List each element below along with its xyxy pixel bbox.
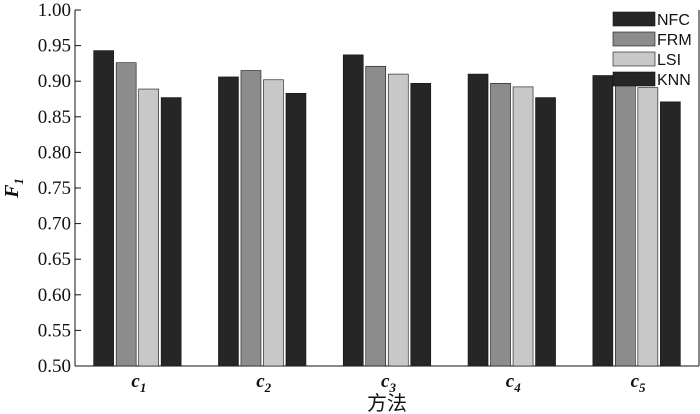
bar-nfc-c1 bbox=[93, 50, 114, 367]
bar-knn-c3 bbox=[410, 83, 432, 367]
legend: NFC FRM LSI KNN bbox=[612, 11, 692, 89]
legend-label-nfc: NFC bbox=[657, 12, 690, 29]
y-tick-label: 0.90 bbox=[38, 71, 71, 92]
bar-frm-c2 bbox=[240, 70, 262, 367]
bar-lsi-c3 bbox=[387, 73, 409, 367]
bar-lsi-c1 bbox=[138, 88, 159, 367]
axis-labels: 0.50 0.55 0.60 0.65 0.70 0.75 0.80 0.85 0.90 0.95… bbox=[1, 0, 646, 414]
y-tick-label: 0.55 bbox=[38, 320, 71, 341]
bar-knn-c1 bbox=[160, 97, 182, 367]
bars bbox=[93, 50, 681, 367]
y-tick-label: 0.70 bbox=[38, 214, 71, 235]
legend-swatch-frm bbox=[612, 31, 656, 47]
x-tick-label: c5 bbox=[631, 371, 646, 395]
bar-frm-c4 bbox=[490, 83, 511, 367]
x-tick-label: c2 bbox=[256, 371, 271, 395]
bar-frm-c5 bbox=[615, 82, 636, 367]
legend-swatch-knn bbox=[612, 71, 656, 87]
bar-lsi-c4 bbox=[512, 86, 534, 367]
y-tick-label: 0.50 bbox=[38, 356, 71, 377]
y-tick-label: 0.95 bbox=[38, 36, 71, 57]
bar-nfc-c4 bbox=[467, 73, 489, 367]
bar-frm-c1 bbox=[115, 62, 137, 367]
y-tick-label: 1.00 bbox=[38, 0, 71, 21]
y-tick-label: 0.85 bbox=[38, 107, 71, 128]
x-tick-label: c4 bbox=[506, 371, 521, 395]
legend-label-frm: FRM bbox=[657, 32, 692, 49]
y-tick-label: 0.75 bbox=[38, 178, 71, 199]
legend-label-lsi: LSI bbox=[657, 52, 681, 69]
bar-frm-c3 bbox=[365, 65, 387, 367]
x-tick-label: c3 bbox=[381, 371, 396, 395]
bar-lsi-c5 bbox=[637, 87, 659, 367]
bar-nfc-c2 bbox=[218, 76, 239, 367]
legend-swatch-nfc bbox=[612, 11, 656, 27]
y-tick-label: 0.80 bbox=[38, 142, 71, 163]
y-tick-label: 0.60 bbox=[38, 285, 71, 306]
bar-nfc-c3 bbox=[342, 54, 364, 367]
y-tick-label: 0.65 bbox=[38, 249, 71, 270]
legend-swatch-lsi bbox=[612, 51, 656, 67]
x-axis-title: 方法 bbox=[367, 392, 407, 414]
bar-knn-c2 bbox=[285, 93, 307, 367]
legend-label-knn: KNN bbox=[657, 72, 691, 89]
y-axis-title: F1 bbox=[1, 178, 26, 199]
bar-knn-c4 bbox=[535, 97, 556, 367]
bar-lsi-c2 bbox=[263, 79, 284, 367]
bar-nfc-c5 bbox=[592, 75, 614, 367]
x-tick-label: c1 bbox=[131, 371, 146, 395]
bar-knn-c5 bbox=[660, 101, 681, 367]
